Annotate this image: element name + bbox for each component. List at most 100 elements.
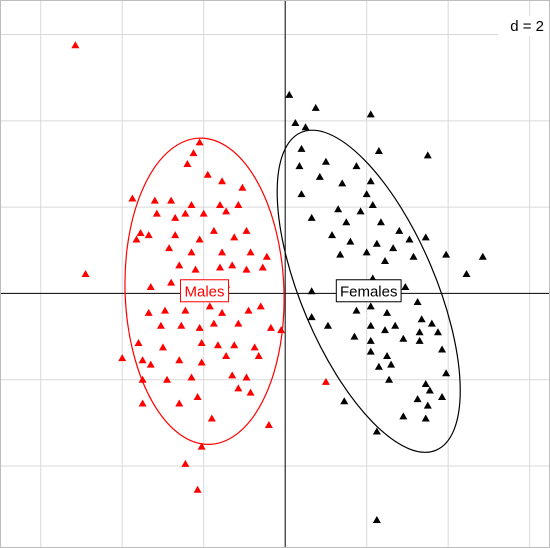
females-point [409,252,418,260]
females-point [336,250,345,258]
females-point [381,326,389,334]
grid-size-label: d = 2 [510,18,544,35]
males-point [171,213,180,221]
males-point [213,341,222,349]
males-point [222,351,231,359]
males-point [128,194,137,202]
males-point [277,326,286,334]
females-point [297,190,306,198]
males-point [189,149,198,157]
females-point [366,177,375,185]
males-point [207,414,216,422]
females-point [311,103,320,111]
females-point [307,213,316,221]
females-point [415,328,424,336]
females-label-box [335,279,402,303]
females-point [478,252,487,260]
males-point [150,196,159,204]
females-point [328,231,337,239]
males-point [254,351,263,359]
females-ellipse [276,129,461,453]
females-point [401,282,410,290]
males-point [156,321,165,329]
females-point [395,226,404,234]
males-point [238,183,247,191]
males-point [250,343,259,351]
males-point [183,159,192,167]
males-point [181,306,190,314]
males-point [218,248,227,256]
males-point [187,200,196,208]
males-point [321,377,330,385]
females-point [352,306,361,314]
females-point [315,172,324,180]
males-point [158,343,167,351]
females-point [385,375,394,383]
females-point [462,270,471,277]
females-point [297,144,306,152]
males-point [71,41,80,49]
males-point [187,248,196,256]
males-point [134,339,143,347]
females-point [423,401,432,409]
males-point [199,209,208,217]
ellipses [124,129,461,453]
females-point [350,332,359,340]
females-point [362,190,371,198]
males-point [152,209,161,217]
males-point [216,263,224,271]
females-point [323,321,332,329]
males-point [246,248,255,256]
females-point [356,207,365,215]
males-point [195,138,204,146]
males-point [146,282,155,290]
females-point [338,179,347,187]
females-point [321,157,330,165]
males-point [228,371,237,379]
females-point [423,151,432,159]
males-point [195,323,204,331]
males-point [81,270,90,277]
females-point [433,328,442,336]
males-point [242,265,251,273]
males-point [203,170,212,178]
males-point [266,323,275,331]
males-point [181,459,190,467]
females-point [381,257,389,265]
females-point [374,147,383,155]
males-point [165,244,174,252]
males-point [264,421,273,429]
females-point [295,162,304,170]
males-point [197,442,206,450]
males-point [230,341,239,349]
males-point [218,308,227,316]
females-point [372,239,381,247]
males-point [234,319,243,327]
females-point [366,110,375,118]
females-point [291,118,300,126]
females-point [307,313,316,321]
females-point [362,248,371,256]
males-point [167,278,176,286]
males-point [187,373,196,381]
females-point [334,205,343,213]
females-point [415,336,424,344]
males-point [167,196,176,204]
females-point [389,244,398,252]
males-point [163,375,172,383]
males-point [197,339,206,347]
males-point [195,235,204,243]
markers [71,41,487,523]
males-point [146,360,155,368]
males-label-box [180,279,230,303]
males-point [230,233,239,241]
females-point [442,369,451,377]
males-point [144,231,153,239]
females-point [366,347,375,355]
males-point [222,207,231,215]
females-point [421,380,430,388]
males-point [181,209,190,217]
females-point [368,200,377,208]
